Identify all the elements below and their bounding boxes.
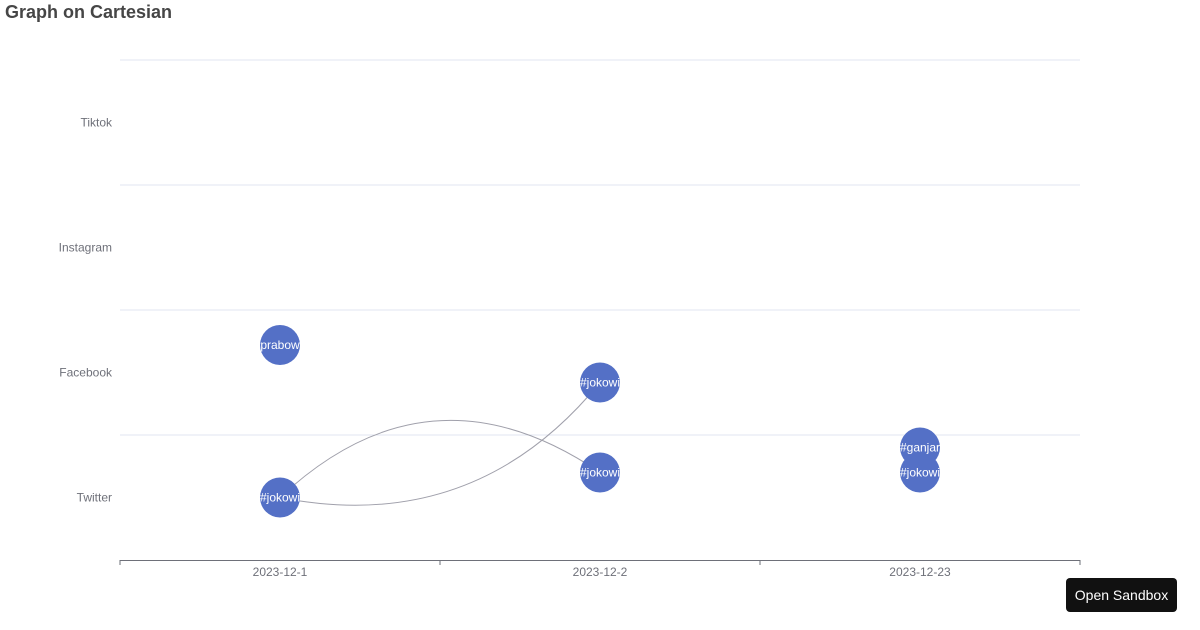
node-circle[interactable]	[260, 477, 300, 518]
graph-node[interactable]: #jokowi	[260, 477, 300, 518]
node-label: #prabowo	[254, 338, 307, 352]
y-axis: Twitter Facebook Instagram Tiktok	[59, 116, 113, 505]
y-tick-label: Tiktok	[80, 116, 113, 130]
x-tick-label: 2023-12-23	[889, 565, 951, 579]
y-tick-label: Facebook	[59, 366, 113, 380]
graph-node[interactable]: #jokowi	[580, 362, 620, 403]
graph-node[interactable]: #jokowi	[580, 452, 620, 493]
open-sandbox-button[interactable]: Open Sandbox	[1066, 578, 1177, 612]
node-label: #jokowi	[580, 466, 620, 480]
node-circle[interactable]	[580, 452, 620, 493]
node-label: #jokowi	[900, 466, 940, 480]
node-label: #jokowi	[260, 491, 300, 505]
page-title: Graph on Cartesian	[5, 2, 173, 22]
graph-node[interactable]: #prabowo	[254, 325, 307, 365]
graph-nodes: #jokowi #prabowo #jokowi #jokowi #ganjar #jok…	[254, 325, 940, 518]
x-axis: 2023-12-1 2023-12-2 2023-12-23	[119, 560, 1081, 579]
y-tick-label: Instagram	[59, 241, 112, 255]
graph-node[interactable]: #jokowi	[900, 452, 940, 493]
x-tick-label: 2023-12-2	[573, 565, 628, 579]
graph-edges	[279, 382, 601, 506]
y-tick-label: Twitter	[77, 491, 112, 505]
node-circle[interactable]	[580, 362, 620, 403]
x-tick-label: 2023-12-1	[253, 565, 308, 579]
node-label: #ganjar	[900, 441, 940, 455]
node-label: #jokowi	[580, 376, 620, 390]
graph-edge	[279, 382, 601, 506]
graph-edge	[279, 419, 601, 498]
node-circle[interactable]	[260, 325, 300, 365]
node-circle[interactable]	[900, 452, 940, 493]
